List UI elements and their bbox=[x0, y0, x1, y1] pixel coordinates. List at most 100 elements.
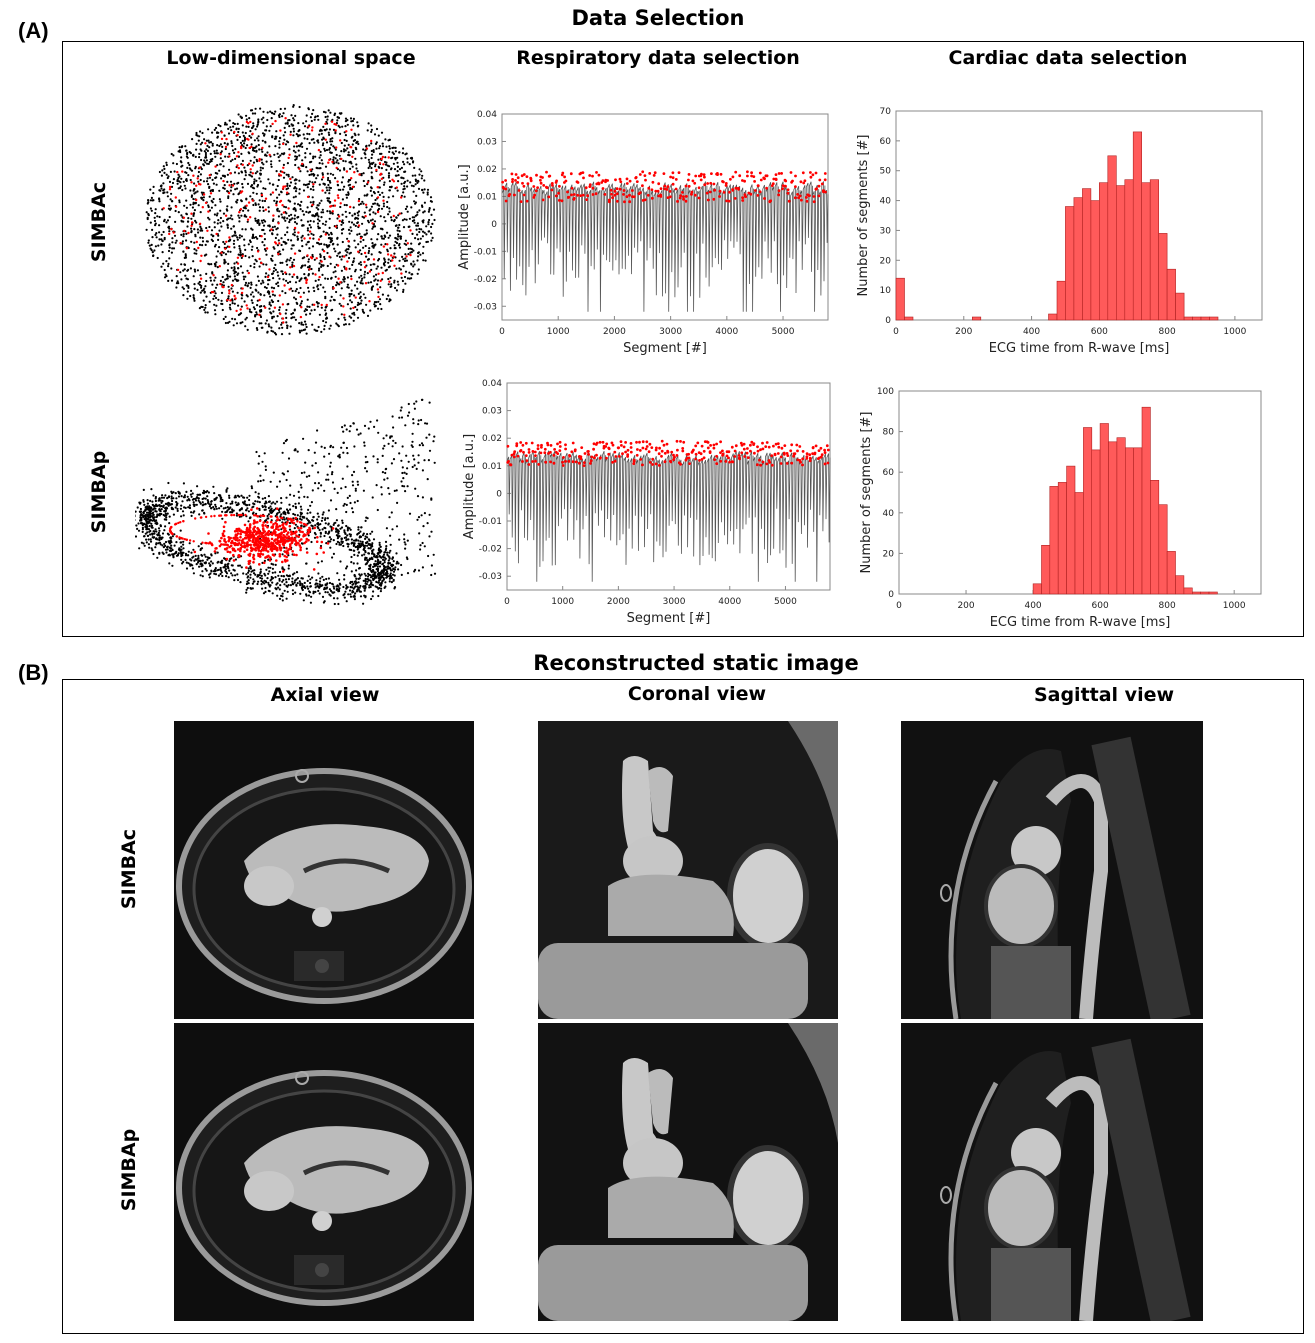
scatter-point bbox=[328, 186, 331, 189]
scatter-point bbox=[162, 165, 165, 168]
scatter-point bbox=[280, 213, 283, 216]
scatter-point bbox=[322, 136, 325, 139]
scatter-point bbox=[242, 134, 245, 137]
scatter-point bbox=[135, 524, 138, 527]
scatter-point bbox=[235, 200, 238, 203]
scatter-point bbox=[381, 555, 385, 558]
scatter-point bbox=[167, 279, 170, 282]
scatter-point bbox=[384, 557, 387, 560]
scatter-point bbox=[181, 242, 184, 245]
scatter-point bbox=[291, 316, 294, 319]
scatter-point bbox=[218, 169, 221, 172]
scatter-point bbox=[422, 221, 425, 224]
scatter-point bbox=[336, 184, 340, 187]
scatter-point bbox=[228, 239, 231, 242]
scatter-point bbox=[427, 554, 430, 558]
scatter-point bbox=[426, 478, 429, 481]
scatter-point bbox=[416, 181, 419, 184]
scatter-point bbox=[246, 182, 250, 185]
scatter-point bbox=[406, 185, 409, 188]
scatter-point bbox=[403, 185, 406, 188]
scatter-point bbox=[346, 303, 349, 306]
scatter-point bbox=[210, 553, 213, 556]
scatter-point bbox=[274, 333, 278, 336]
scatter-point bbox=[271, 592, 274, 595]
scatter-point bbox=[229, 275, 232, 278]
scatter-point bbox=[219, 561, 222, 564]
scatter-point-selected bbox=[278, 200, 282, 203]
scatter-point bbox=[348, 430, 351, 433]
scatter-point bbox=[223, 123, 227, 126]
scatter-point bbox=[411, 445, 414, 448]
scatter-point bbox=[192, 260, 195, 263]
scatter-point bbox=[213, 492, 216, 495]
scatter-point bbox=[373, 425, 376, 428]
scatter-point bbox=[157, 527, 161, 530]
scatter-point bbox=[387, 559, 390, 562]
scatter-point-selected bbox=[390, 254, 393, 257]
scatter-point bbox=[195, 148, 198, 151]
scatter-point bbox=[286, 263, 289, 266]
scatter-point bbox=[345, 584, 348, 587]
scatter-point bbox=[348, 295, 351, 298]
scatter-point bbox=[387, 294, 390, 297]
scatter-point bbox=[276, 485, 279, 488]
scatter-point bbox=[428, 218, 431, 222]
scatter-point-selected bbox=[339, 281, 342, 284]
scatter-point bbox=[372, 578, 375, 582]
scatter-point bbox=[389, 574, 392, 577]
scatter-point-selected bbox=[238, 211, 241, 214]
scatter-point bbox=[384, 585, 387, 588]
scatter-point bbox=[350, 316, 353, 319]
scatter-point-selected bbox=[409, 253, 412, 257]
scatter-point bbox=[323, 446, 326, 449]
scatter-point bbox=[326, 178, 330, 182]
scatter-point bbox=[376, 238, 379, 241]
scatter-point bbox=[231, 158, 234, 161]
scatter-point bbox=[284, 312, 287, 315]
scatter-point bbox=[286, 162, 289, 165]
scatter-point-selected bbox=[339, 202, 342, 205]
scatter-point bbox=[425, 240, 428, 244]
scatter-point bbox=[342, 585, 345, 589]
scatter-point bbox=[340, 232, 344, 235]
scatter-point bbox=[254, 314, 257, 317]
scatter-point bbox=[303, 256, 306, 259]
scatter-point bbox=[412, 190, 415, 193]
scatter-point bbox=[387, 277, 390, 281]
scatter-point bbox=[186, 166, 189, 169]
scatter-point bbox=[336, 254, 339, 257]
scatter-point bbox=[158, 198, 161, 201]
scatter-point bbox=[170, 495, 173, 498]
scatter-point bbox=[261, 460, 264, 463]
scatter-point bbox=[395, 525, 399, 528]
scatter-point bbox=[148, 244, 151, 247]
scatter-point bbox=[305, 332, 308, 335]
scatter-point bbox=[328, 133, 331, 136]
scatter-point bbox=[384, 581, 387, 584]
scatter-point bbox=[343, 203, 346, 207]
scatter-point bbox=[149, 510, 152, 513]
scatter-point bbox=[381, 142, 384, 145]
scatter-point bbox=[318, 267, 321, 270]
scatter-point-selected bbox=[328, 158, 331, 162]
scatter-point bbox=[253, 180, 256, 183]
scatter-point bbox=[164, 273, 167, 276]
scatter-point bbox=[312, 214, 315, 217]
scatter-point bbox=[421, 469, 424, 472]
scatter-point bbox=[383, 257, 386, 260]
scatter-point bbox=[300, 486, 303, 489]
scatter-point bbox=[386, 477, 389, 480]
scatter-point bbox=[357, 551, 360, 554]
scatter-point bbox=[240, 305, 243, 308]
scatter-point bbox=[208, 176, 212, 179]
scatter-point bbox=[180, 504, 183, 507]
scatter-point-selected bbox=[246, 307, 249, 310]
scatter-point bbox=[379, 286, 382, 289]
scatter-point bbox=[165, 518, 168, 521]
scatter-point bbox=[318, 219, 321, 222]
scatter-point bbox=[163, 236, 166, 240]
scatter-point bbox=[160, 187, 163, 190]
scatter-point bbox=[396, 501, 399, 504]
scatter-point-selected bbox=[287, 207, 290, 210]
